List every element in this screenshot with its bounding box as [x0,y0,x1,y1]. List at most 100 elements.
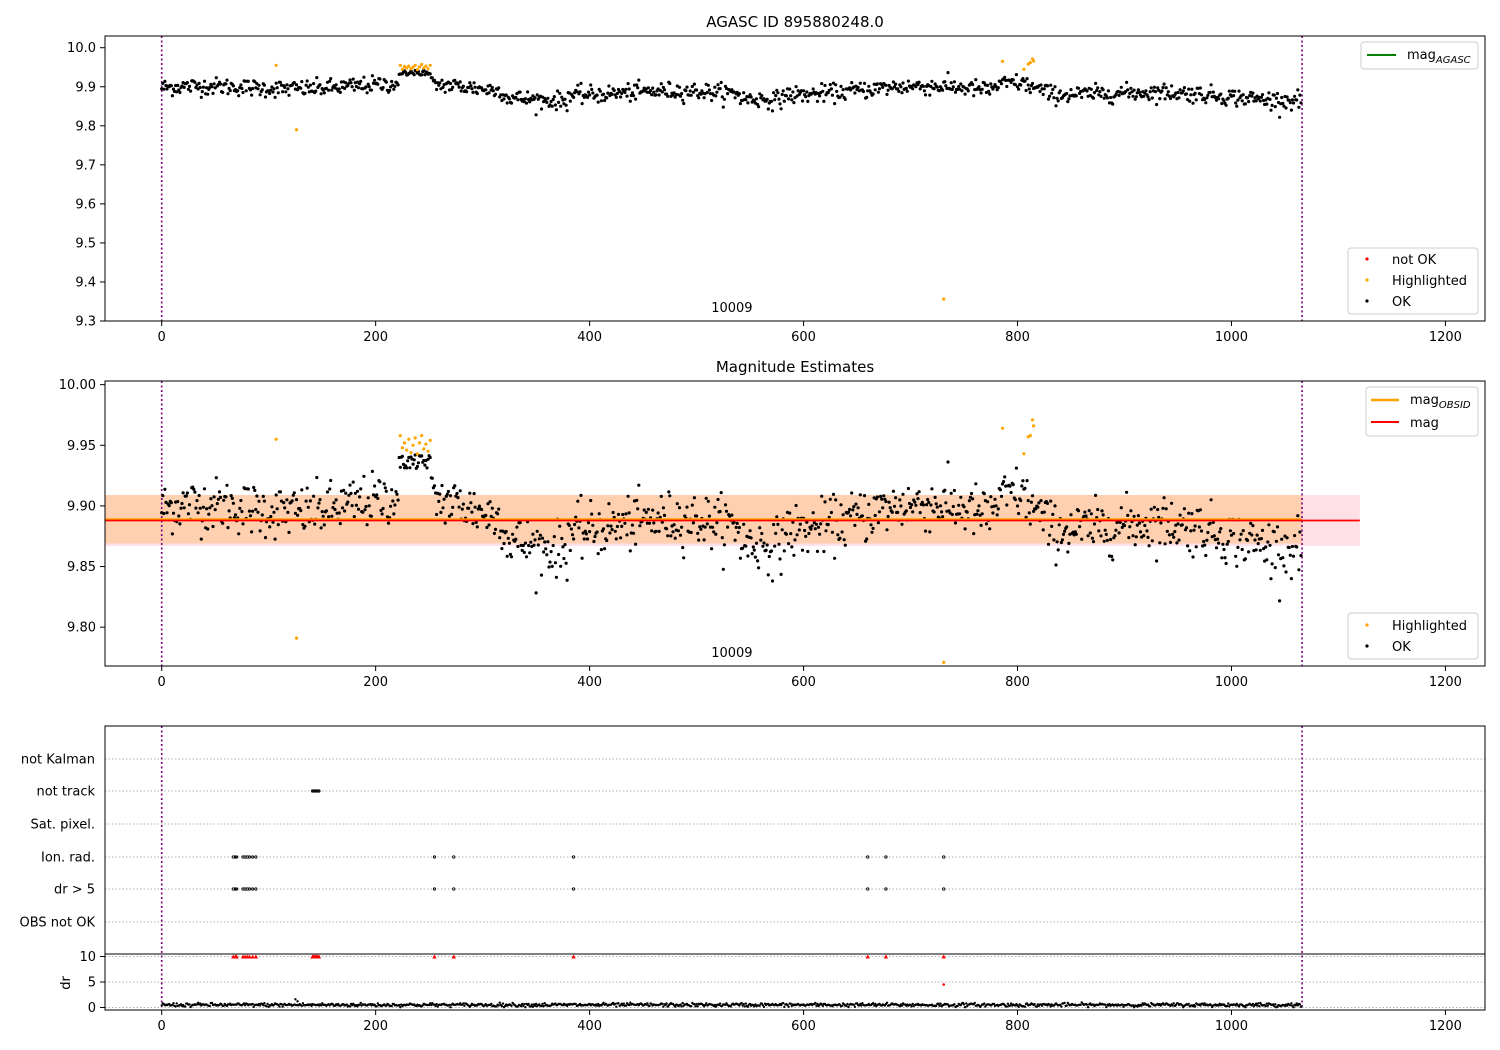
data-point-ok [283,85,287,89]
data-point-ok [614,537,618,541]
data-point-ok [263,536,268,540]
data-point-ok [328,79,332,83]
data-point-ok [1162,82,1166,86]
data-point-ok [821,89,825,93]
data-point-ok [1102,539,1106,543]
data-point-ok [1205,538,1209,542]
data-point-ok [318,498,322,502]
data-point-ok [243,79,247,83]
data-point-ok [1114,528,1118,532]
dr-point [992,1002,996,1006]
data-point-ok [596,552,600,556]
data-point-ok [601,527,606,531]
data-point-ok [873,88,877,92]
data-point-ok [995,513,999,517]
data-point-ok [830,93,835,97]
data-point-ok [531,532,535,536]
data-point-ok [241,90,245,95]
data-point-ok [379,508,383,512]
data-point-ok [527,543,531,548]
data-point-ok [1050,524,1054,529]
data-point-ok [716,497,720,502]
x-tick-label: 0 [158,330,166,345]
data-point-ok [1055,540,1059,544]
data-point-ok [862,494,867,498]
data-point-ok [185,491,189,495]
data-point-ok [1189,93,1193,97]
data-point-ok [877,510,882,514]
data-point-ok [1133,97,1137,101]
data-point-ok [215,502,219,506]
data-point-highlighted [1032,424,1036,428]
data-point-ok [476,507,480,511]
data-point-ok [691,521,696,525]
estimates-legend-highlighted-label: Highlighted [1392,619,1467,634]
data-point-ok [843,543,847,547]
dr-point [175,1002,178,1005]
flag-point [251,855,255,859]
data-point-ok [253,80,257,84]
data-point-ok [347,493,351,497]
data-point-ok [448,81,453,86]
data-point-ok [1270,562,1274,566]
data-point-ok [722,97,727,101]
data-point-ok [611,510,615,515]
data-point-ok [654,93,658,97]
data-point-ok [1189,529,1193,533]
dr-point [1193,1005,1197,1008]
data-point-ok [300,80,304,84]
data-point-ok [1002,480,1006,484]
estimates-legend-highlighted-marker [1365,623,1369,627]
dr-point [1131,1004,1135,1007]
data-point-ok [416,461,420,465]
data-point-ok [751,545,755,549]
dr-point [1292,1006,1295,1009]
data-point-ok [455,491,459,496]
data-point-ok [1274,539,1278,543]
data-point-ok [892,85,897,89]
data-point-ok [1067,97,1071,101]
data-point-ok [1188,99,1192,103]
data-point-ok [185,81,189,85]
data-point-ok [441,506,445,510]
data-point-ok [704,496,708,500]
data-point-ok [1084,514,1088,518]
data-point-ok [324,509,328,513]
data-point-ok [343,86,347,90]
data-point-ok [1290,98,1294,102]
data-point-ok [580,102,584,106]
data-point-ok [865,95,869,99]
data-point-ok [592,539,596,544]
data-point-ok [669,534,673,538]
dr-point [962,1003,966,1006]
data-point-ok [975,512,979,516]
data-point-ok [362,75,366,79]
data-point-ok [205,86,209,90]
data-point-ok [591,523,595,527]
x-tick-label: 800 [1005,1019,1030,1034]
data-point-ok [1053,504,1057,508]
data-point-ok [1036,505,1040,509]
data-point-ok [626,494,630,498]
data-point-ok [256,510,260,514]
dr-point [497,1004,500,1007]
data-point-ok [344,491,348,495]
data-point-ok [894,496,898,500]
dr-point [855,1002,859,1005]
dr-point [1105,1005,1108,1009]
data-point-ok [576,83,580,87]
dr-point [1265,1002,1269,1005]
data-point-ok [831,492,836,496]
dr-point [429,1002,432,1005]
data-point-ok [960,89,964,93]
data-point-ok [328,487,332,491]
data-point-ok [1265,102,1269,106]
data-point-ok [692,82,697,86]
data-point-ok [1299,554,1303,558]
data-point-ok [788,87,792,91]
flag-row-label: not Kalman [21,753,95,768]
data-point-ok [497,507,501,511]
data-point-ok [337,87,341,91]
data-point-ok [373,78,377,82]
data-point-ok [1048,94,1052,98]
